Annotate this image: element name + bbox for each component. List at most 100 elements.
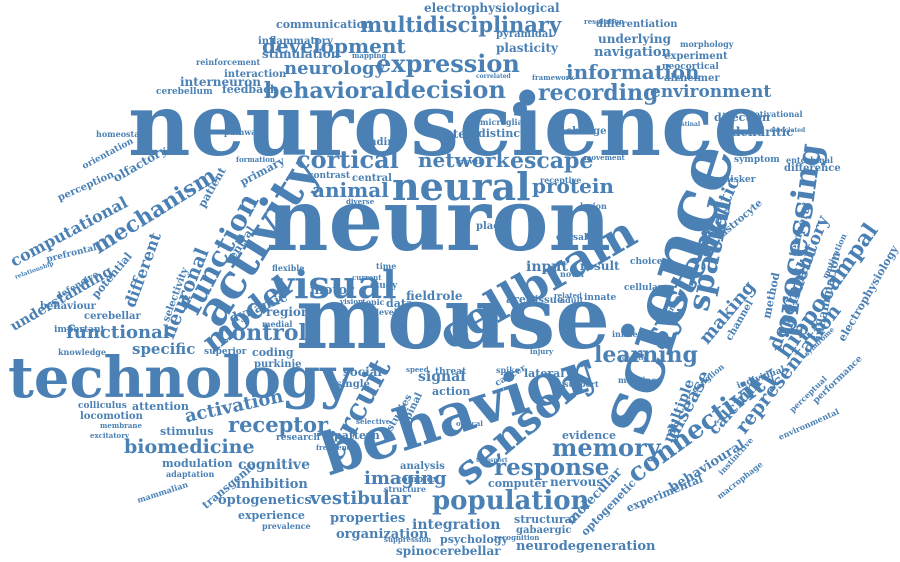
cloud-word-direction: direction bbox=[714, 111, 770, 124]
cloud-word-area: area bbox=[506, 293, 534, 306]
cloud-word-mapping: mapping bbox=[352, 51, 387, 60]
cloud-word-threat: threat bbox=[435, 367, 467, 377]
cloud-word-contrast: contrast bbox=[308, 171, 350, 181]
cloud-word-locomotion: locomotion bbox=[80, 411, 143, 422]
cloud-word-colliculus: colliculus bbox=[78, 401, 127, 411]
cloud-word-reinforcement: reinforcement bbox=[196, 57, 261, 67]
cloud-word-superior: superior bbox=[204, 347, 247, 357]
cloud-word-environment: environment bbox=[650, 82, 772, 102]
cloud-word-organization: organization bbox=[336, 527, 429, 542]
cloud-word-microglia: microglia bbox=[480, 117, 523, 127]
cloud-word-selective: selective bbox=[356, 417, 391, 426]
cloud-word-action: action bbox=[432, 385, 471, 398]
cloud-word-adaptation: adaptation bbox=[166, 469, 215, 479]
cloud-word-neurodegeneration: neurodegeneration bbox=[516, 539, 656, 554]
cloud-word-experiment: experiment bbox=[664, 51, 728, 62]
cloud-word-neurology: neurology bbox=[284, 58, 386, 79]
cloud-word-visual: visual bbox=[272, 262, 397, 307]
cloud-word-machine: machine bbox=[618, 375, 657, 385]
cloud-word-signal: signal bbox=[418, 369, 466, 385]
cloud-word-novel: novel bbox=[560, 269, 584, 279]
cloud-word-communication: communication bbox=[276, 18, 372, 31]
cloud-word-distinct: distinct bbox=[478, 127, 526, 140]
cloud-word-role: role bbox=[436, 289, 463, 303]
cloud-word-nervous: nervous bbox=[550, 475, 604, 489]
cloud-word-escape: escape bbox=[510, 148, 594, 174]
cloud-word-difference: difference bbox=[784, 163, 841, 174]
cloud-word-network: network bbox=[418, 148, 510, 172]
cloud-word-support: support bbox=[564, 379, 599, 389]
cloud-word-motor: motor bbox=[310, 283, 354, 298]
cloud-word-knowledge: knowledge bbox=[58, 347, 106, 357]
cloud-word-correlated: correlated bbox=[476, 73, 511, 80]
cloud-word-dorsal: dorsal bbox=[556, 233, 588, 243]
cloud-word-single: single bbox=[336, 379, 370, 390]
cloud-word-learning: learning bbox=[594, 342, 698, 368]
cloud-word-cortical: cortical bbox=[296, 145, 399, 174]
cloud-word-functional: functional bbox=[66, 322, 170, 343]
cloud-word-behaviour: behaviour bbox=[40, 301, 96, 312]
cloud-word-cognitive: cognitive bbox=[238, 457, 310, 473]
cloud-word-finding: finding bbox=[362, 137, 402, 148]
cloud-word-influence: influence bbox=[612, 329, 654, 339]
cloud-word-pathway: pathway bbox=[224, 127, 262, 137]
cloud-word-membrane: membrane bbox=[100, 421, 142, 430]
cloud-word-information: information bbox=[566, 60, 700, 84]
dot-ornament bbox=[513, 102, 527, 116]
cloud-word-inhibition: inhibition bbox=[236, 477, 308, 492]
cloud-word-level: level bbox=[376, 307, 397, 317]
cloud-word-inflammatory: inflammatory bbox=[258, 36, 333, 47]
cloud-word-movement: movement bbox=[584, 153, 625, 162]
cloud-word-study: study bbox=[370, 281, 398, 291]
cloud-word-topic: topic bbox=[362, 297, 385, 307]
cloud-word-symptom: symptom bbox=[734, 155, 780, 165]
cloud-word-biomedicine: biomedicine bbox=[124, 436, 255, 458]
cloud-word-recording: recording bbox=[538, 80, 659, 106]
cloud-word-mouse: mouse bbox=[296, 268, 611, 369]
cloud-word-attention: attention bbox=[132, 400, 189, 413]
cloud-word-excitatory: excitatory bbox=[90, 431, 129, 440]
cloud-word-pattern: pattern bbox=[334, 429, 380, 442]
cloud-word-flexible: flexible bbox=[272, 263, 305, 273]
cloud-word-frequency: frequency bbox=[316, 443, 356, 452]
cloud-word-data: data bbox=[386, 297, 414, 310]
cloud-word-receptor: receptor bbox=[228, 412, 329, 437]
cloud-word-decision: decision bbox=[394, 75, 506, 104]
cloud-word-purkinje: purkinje bbox=[254, 359, 302, 370]
cloud-word-protein: protein bbox=[532, 174, 614, 198]
cloud-word-computer: computer bbox=[488, 477, 548, 490]
cloud-word-multidisciplinary: multidisciplinary bbox=[360, 12, 562, 37]
cloud-word-stimulation: stimulation bbox=[262, 47, 340, 61]
cloud-word-structure: structure bbox=[384, 484, 426, 494]
cloud-word-growth: growth bbox=[456, 157, 484, 166]
cloud-word-region: region bbox=[266, 305, 310, 319]
cloud-word-recognition: recognition bbox=[494, 533, 540, 542]
cloud-word-adult: adult bbox=[560, 295, 584, 305]
cloud-word-medial: medial bbox=[262, 319, 293, 329]
cloud-word-integration: integration bbox=[412, 517, 501, 533]
cloud-word-field: field bbox=[406, 289, 436, 303]
cloud-word-cerebellum: cerebellum bbox=[156, 87, 213, 97]
cloud-word-spike: spike bbox=[496, 365, 520, 375]
cloud-word-formation: formation bbox=[236, 155, 275, 164]
cloud-word-genetic: genetic bbox=[622, 355, 647, 362]
cloud-word-stimulus: stimulus bbox=[160, 425, 214, 438]
cloud-word-optogenetics: optogenetics bbox=[218, 493, 312, 508]
cloud-word-specific: specific bbox=[132, 340, 196, 358]
cloud-word-stem: stem bbox=[446, 127, 479, 141]
cloud-word-time: time bbox=[376, 261, 397, 271]
cloud-word-animal: animal bbox=[312, 178, 389, 202]
cloud-word-neuron: neuron bbox=[266, 170, 611, 271]
cloud-word-expression: expression bbox=[376, 49, 520, 78]
cloud-word-social: social bbox=[343, 365, 382, 379]
cloud-word-prevalence: prevalence bbox=[262, 521, 311, 531]
cloud-word-vestibular: vestibular bbox=[310, 488, 411, 509]
cloud-word-speed: speed bbox=[406, 365, 429, 374]
cloud-word-electrophysiological: electrophysiological bbox=[424, 1, 560, 15]
cloud-word-homeostasis: homeostasis bbox=[96, 129, 152, 139]
cloud-word-perception: perception bbox=[56, 169, 116, 204]
cloud-word-environmental: environmental bbox=[776, 406, 841, 442]
cloud-word-interneuron: interneuron bbox=[180, 75, 261, 89]
cloud-word-injury: injury bbox=[530, 347, 554, 356]
cloud-word-experience: experience bbox=[238, 509, 305, 522]
